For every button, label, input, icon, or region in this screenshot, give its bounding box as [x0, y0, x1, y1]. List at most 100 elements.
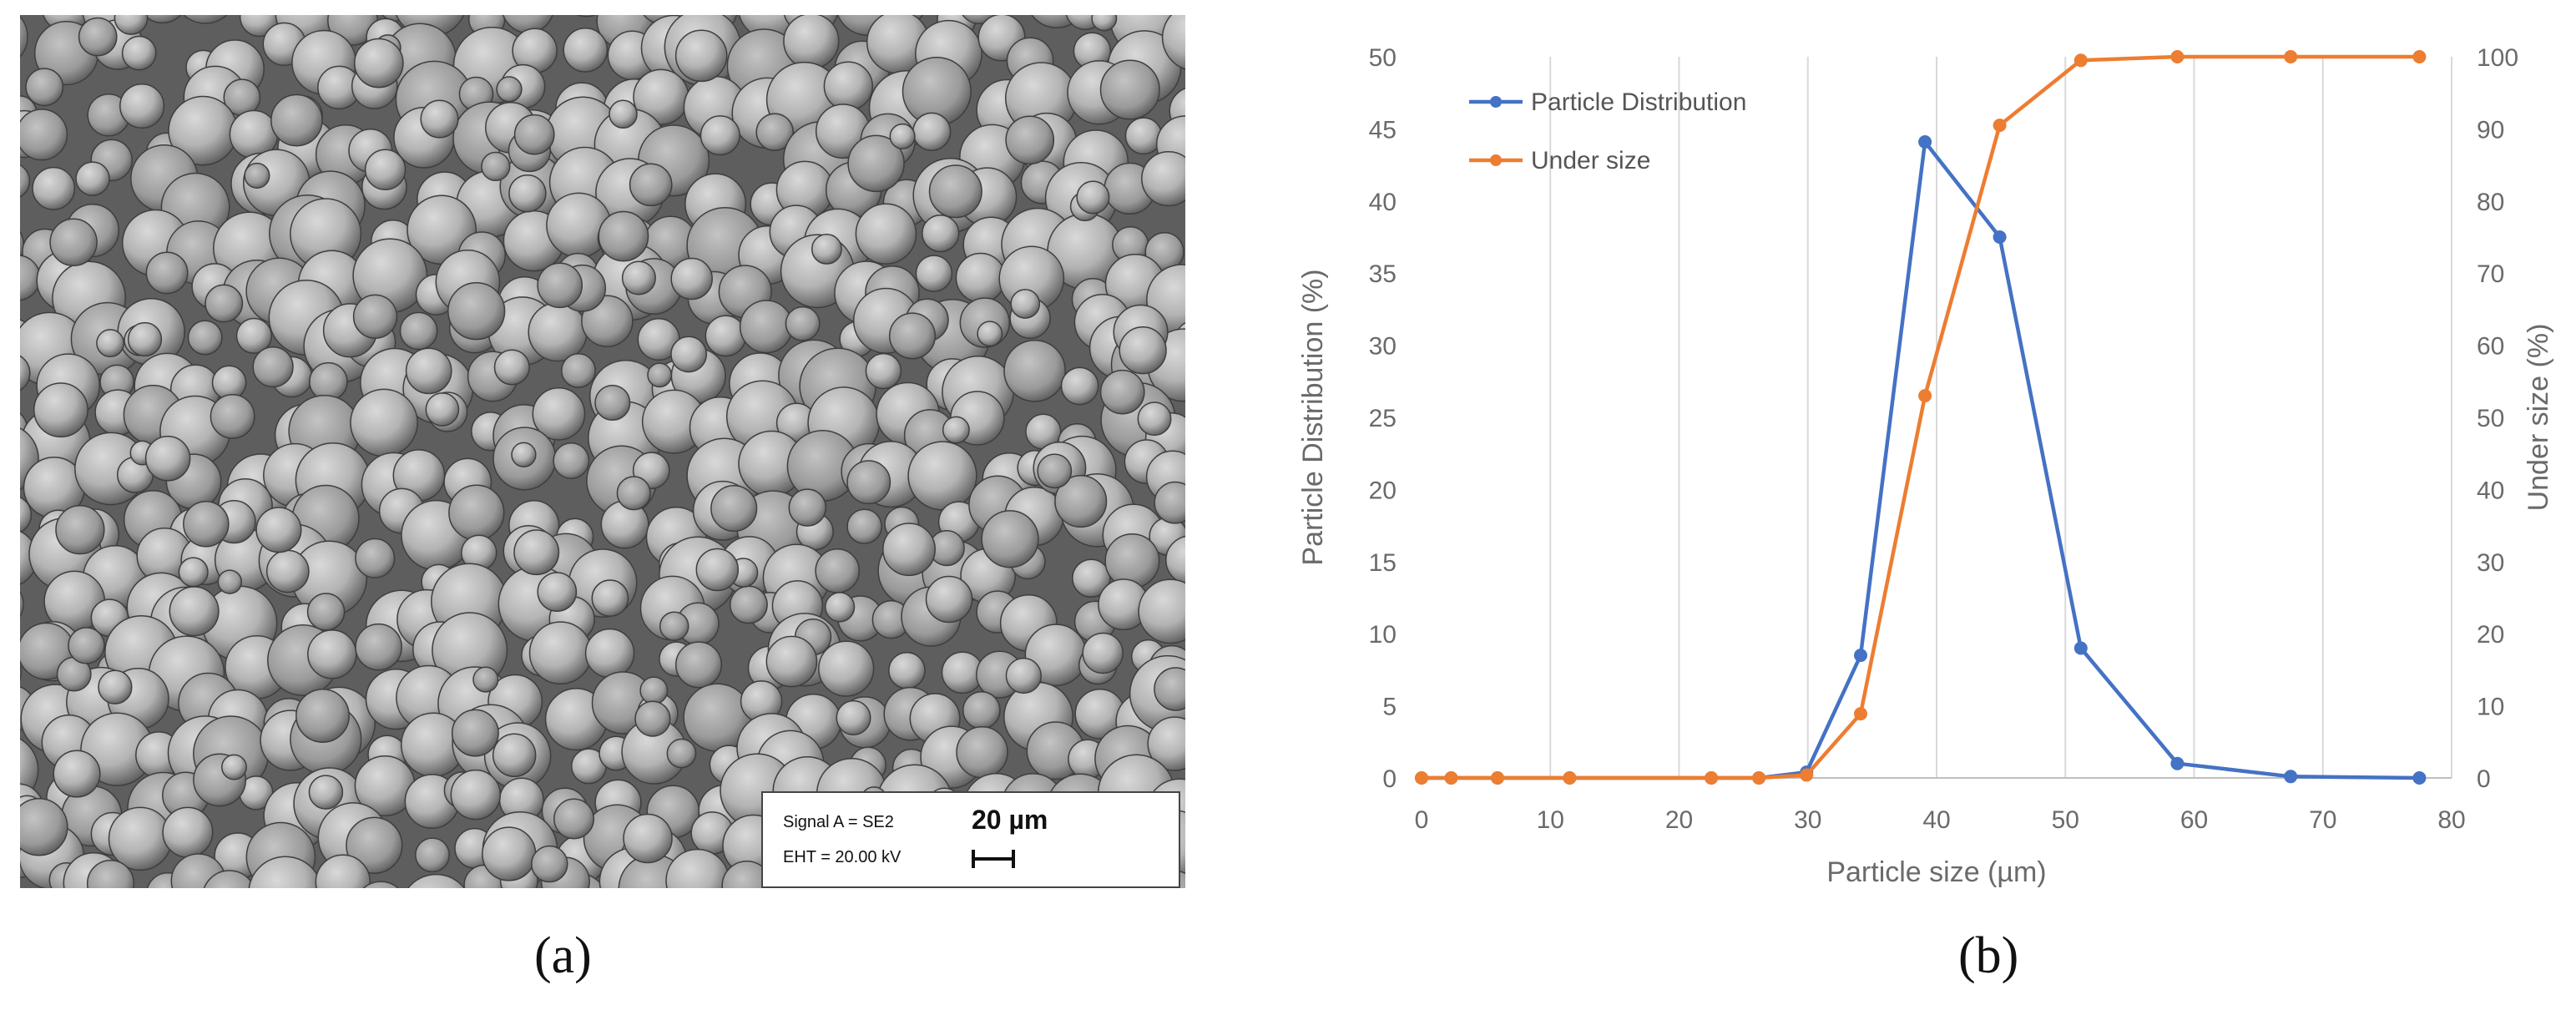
powder-particle [20, 16, 28, 58]
powder-particle [1054, 475, 1108, 528]
y-tick-label: 45 [1369, 116, 1397, 144]
powder-particle [1037, 453, 1073, 489]
data-point-under-size [1854, 707, 1867, 721]
powder-particle [270, 93, 323, 147]
powder-particle [20, 109, 68, 161]
powder-particle [882, 523, 936, 577]
powder-particle [20, 164, 31, 198]
powder-particle [1161, 15, 1185, 70]
powder-particle [609, 99, 638, 129]
powder-particle [836, 699, 871, 735]
data-point-under-size [2170, 50, 2185, 63]
powder-particle [49, 218, 98, 267]
x-axis-title: Particle size (µm) [1826, 856, 2046, 888]
powder-particle [68, 627, 105, 664]
powder-particle [962, 691, 1001, 730]
y2-tick-label: 90 [2477, 116, 2504, 144]
data-point-under-size [1918, 389, 1932, 403]
powder-particle [221, 754, 247, 780]
grid [1549, 57, 2452, 778]
y-tick-label: 0 [1382, 765, 1397, 793]
data-point-under-size [2412, 50, 2427, 63]
data-point-particle-distribution [1993, 230, 2007, 244]
powder-particle [537, 262, 583, 309]
powder-particle [912, 112, 952, 151]
powder-particle [576, 15, 597, 18]
x-tick-label: 0 [1415, 806, 1429, 834]
powder-particle [623, 813, 673, 864]
powder-particle [811, 233, 842, 265]
powder-particle [532, 387, 586, 441]
powder-particle [629, 163, 673, 207]
powder-particle [511, 442, 537, 467]
powder-particle [785, 305, 821, 341]
powder-particle [205, 284, 244, 323]
data-point-under-size [1752, 771, 1766, 785]
powder-particle [647, 362, 673, 388]
powder-particle [674, 641, 723, 689]
powder-particle [20, 664, 22, 682]
powder-particle [695, 548, 740, 592]
legend: Particle Distribution Under size [1469, 88, 1746, 174]
powder-particle [824, 592, 856, 623]
y2-tick-label: 20 [2477, 621, 2504, 649]
data-point-particle-distribution [2284, 770, 2298, 784]
powder-particle [616, 476, 651, 511]
y2-tick-label: 70 [2477, 260, 2504, 288]
powder-particle [248, 856, 323, 888]
powder-particle [364, 149, 407, 191]
powder-particle [86, 859, 135, 888]
powder-particle [1141, 150, 1185, 207]
powder-particle [32, 166, 76, 210]
powder-particle [739, 300, 794, 354]
powder-particle [907, 441, 977, 511]
powder-particle [888, 651, 926, 689]
sem-micrograph: Signal A = SE2 EHT = 20.00 kV 20 µm [20, 15, 1185, 888]
powder-particle [818, 640, 875, 697]
powder-particle [355, 538, 396, 578]
powder-particle [108, 806, 173, 871]
powder-particle [119, 83, 165, 129]
powder-particle [922, 214, 960, 253]
powder-particle [493, 349, 530, 386]
powder-particle [670, 257, 713, 300]
powder-particle [127, 321, 163, 357]
powder-particle [1099, 369, 1145, 415]
powder-particle [145, 251, 189, 295]
powder-particle [1137, 401, 1172, 437]
data-point-particle-distribution [2412, 771, 2427, 785]
powder-particle [450, 769, 502, 821]
data-point-under-size [1563, 771, 1577, 785]
powder-particle [96, 329, 125, 358]
powder-particle [98, 669, 133, 704]
powder-particle [705, 315, 747, 357]
powder-particle [1005, 657, 1042, 694]
powder-particle [481, 151, 511, 182]
x-tick-label: 50 [2052, 806, 2079, 834]
powder-particle [75, 161, 110, 196]
powder-particle [591, 579, 629, 617]
y2-tick-label: 100 [2477, 44, 2518, 72]
data-point-under-size [1705, 771, 1719, 785]
x-tick-label: 80 [2437, 806, 2465, 834]
powder-particle [634, 700, 671, 737]
powder-particle [353, 38, 404, 88]
powder-particle [1138, 578, 1185, 644]
x-tick-label: 30 [1794, 806, 1821, 834]
powder-particle [447, 282, 506, 341]
powder-particle [1072, 558, 1111, 598]
eht-label: EHT = 20.00 kV [783, 848, 902, 866]
powder-particle [1104, 533, 1160, 589]
powder-particle [710, 485, 758, 533]
powder-particle [144, 436, 191, 482]
powder-particle [399, 311, 438, 351]
powder-particle [508, 174, 547, 213]
powder-particle [496, 76, 523, 103]
powder-particle [307, 629, 357, 679]
powder-particle [700, 115, 740, 156]
y2-tick-label: 40 [2477, 477, 2504, 504]
powder-particle [255, 507, 302, 553]
powder-particle [78, 17, 118, 57]
powder-particle [531, 845, 568, 883]
powder-particle [53, 750, 101, 798]
